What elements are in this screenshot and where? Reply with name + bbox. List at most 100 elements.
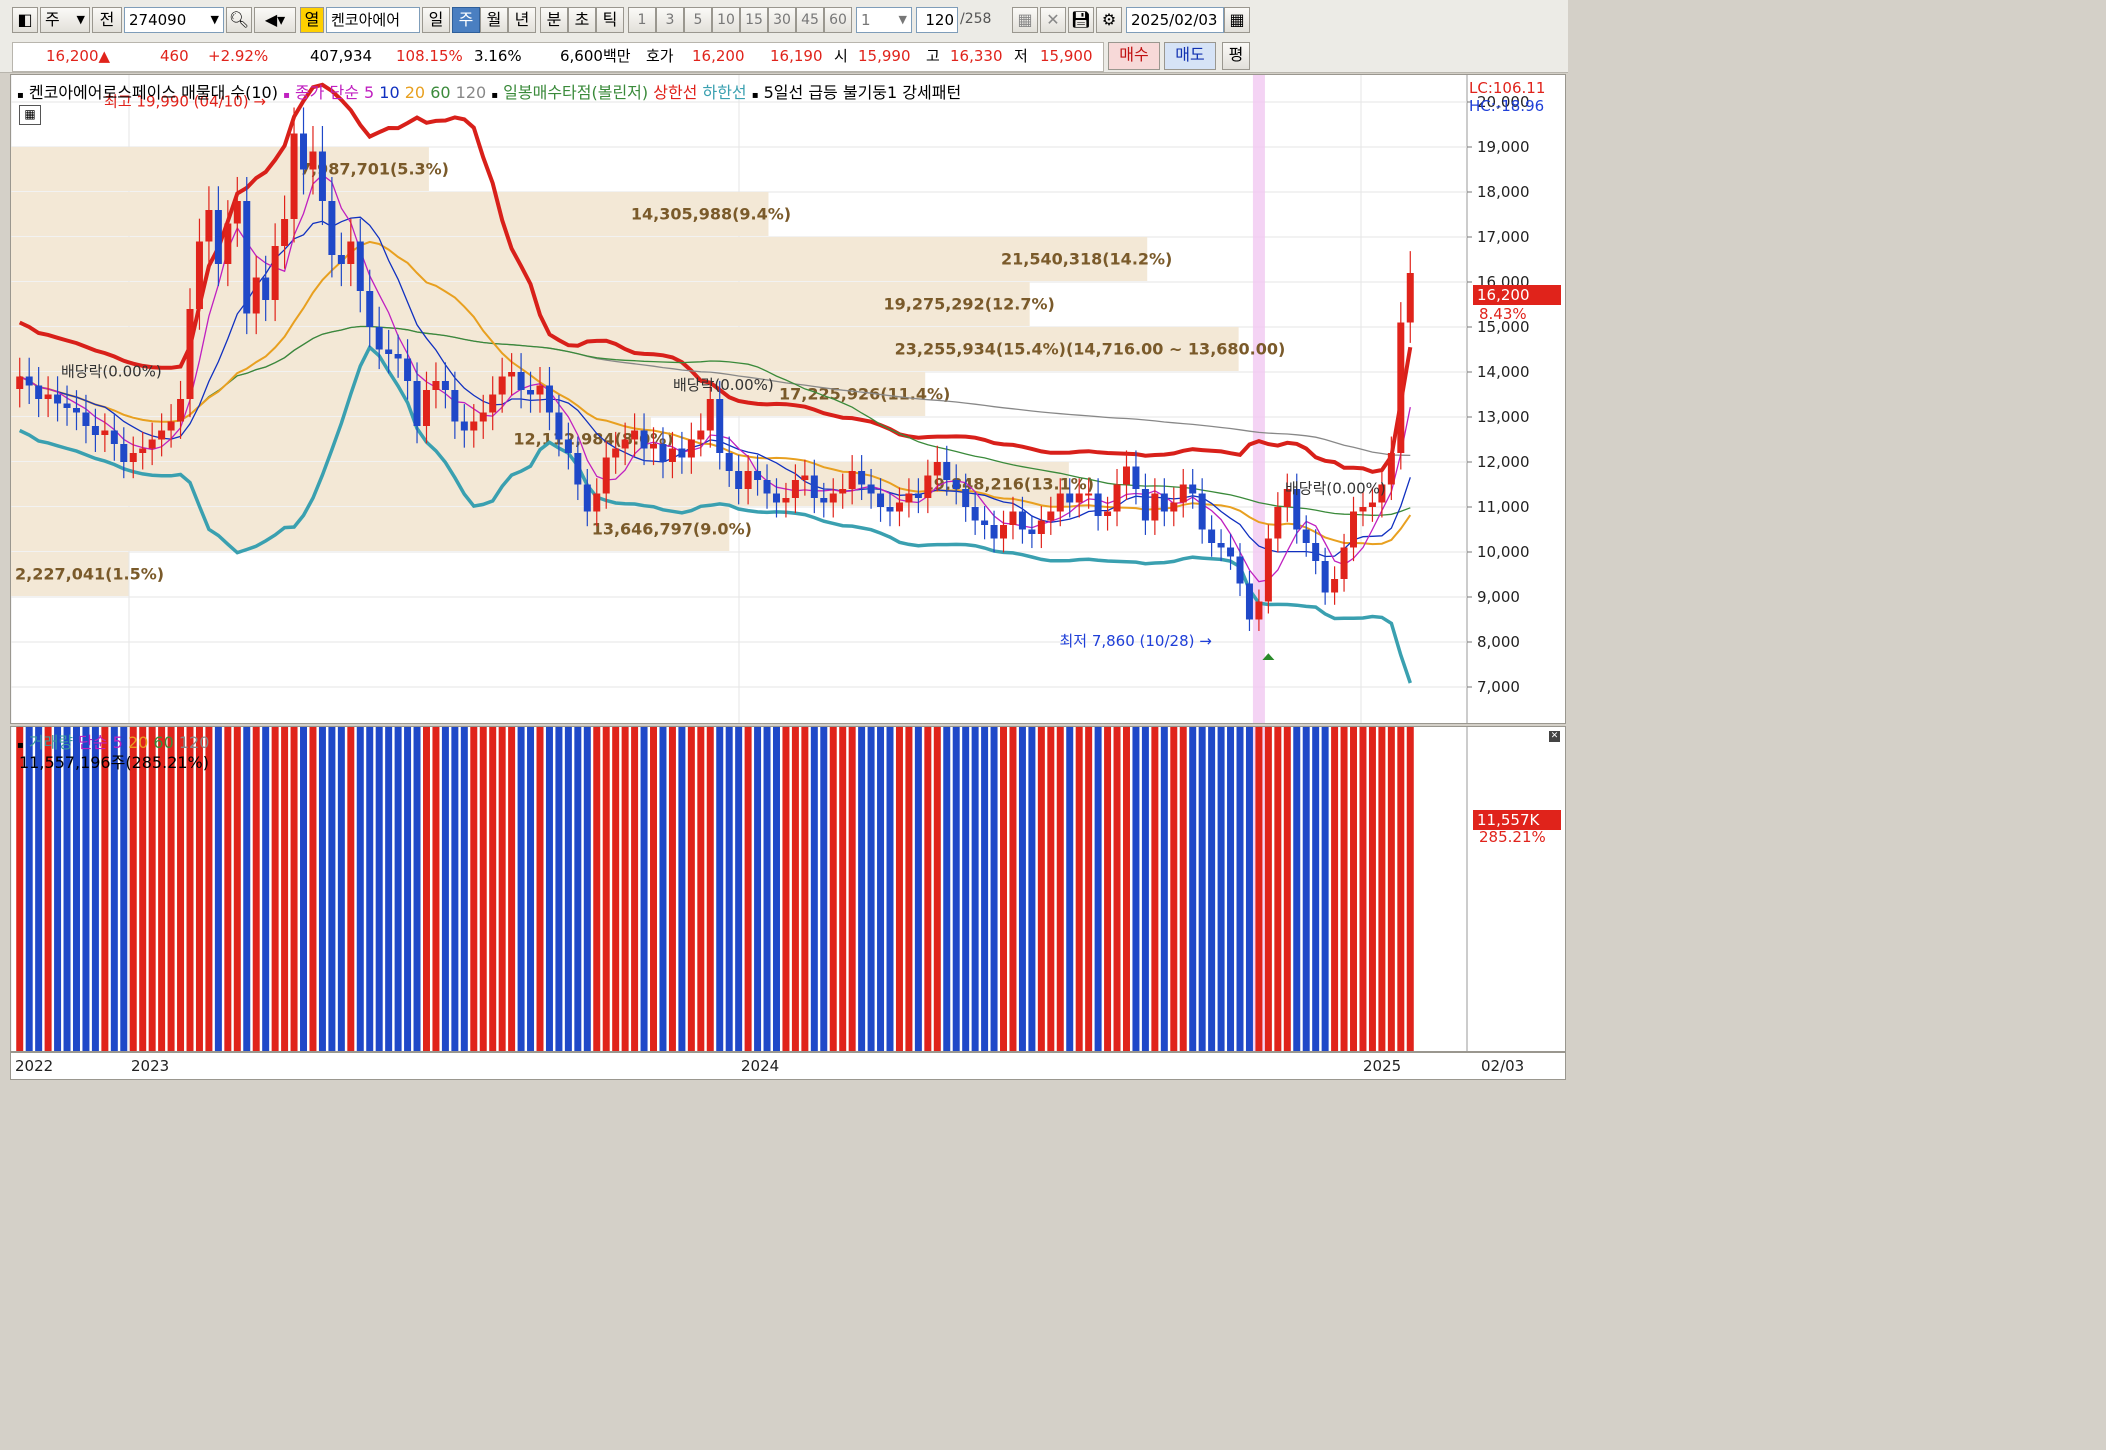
interval-10[interactable]: 10 <box>712 7 740 33</box>
volume-bar <box>1047 727 1055 1051</box>
interval-1[interactable]: 1 <box>628 7 656 33</box>
count-input[interactable]: 120 <box>916 7 958 33</box>
speaker-icon[interactable]: ◀▾ <box>254 7 296 33</box>
interval-60[interactable]: 60 <box>824 7 852 33</box>
volume-bar <box>139 727 147 1051</box>
volume-bar <box>309 727 317 1051</box>
volume-profile-bar <box>11 147 429 191</box>
cycle-toggle[interactable]: 열 <box>300 7 324 33</box>
open-price: 15,990 <box>858 47 911 65</box>
code-input[interactable]: 274090 ▼ <box>124 7 224 33</box>
crosshair-icon[interactable]: ✕ <box>1040 7 1066 33</box>
volume-bar <box>952 727 960 1051</box>
candle-body <box>763 480 771 494</box>
volume-bar <box>914 727 922 1051</box>
volume-chart-panel[interactable]: 15,000K12,500K10,000K7,500K5,000K2,500K … <box>10 726 1566 1052</box>
volume-bar <box>1000 727 1008 1051</box>
stock-name-field[interactable]: 켄코아에어 <box>326 7 420 33</box>
volume-bar <box>281 727 289 1051</box>
volume-bar <box>933 727 941 1051</box>
table-icon[interactable]: ▦ <box>19 105 41 125</box>
volume-bar <box>1189 727 1197 1051</box>
volume-bar <box>668 727 676 1051</box>
gear-icon[interactable]: ⚙ <box>1096 7 1122 33</box>
candle-body <box>517 372 525 390</box>
eval-button[interactable]: 평 <box>1222 42 1250 70</box>
grid-icon[interactable]: ▦ <box>1012 7 1038 33</box>
x-tick-2023: 2023 <box>131 1057 170 1075</box>
high-label: 고 <box>926 47 940 65</box>
legend-ma20: 20 <box>404 83 426 102</box>
candle-body <box>1302 529 1310 543</box>
volume-ratio: 108.15% <box>396 47 463 65</box>
candle-body <box>1217 543 1225 548</box>
volume-bar <box>195 727 203 1051</box>
period-week[interactable]: 주 <box>452 7 480 33</box>
save-icon[interactable]: 💾︎ <box>1068 7 1094 33</box>
volume-bar <box>422 727 430 1051</box>
volume-bar <box>1331 727 1339 1051</box>
calendar-icon[interactable]: ▦ <box>1224 7 1250 33</box>
volume-bar <box>697 727 705 1051</box>
price-chart-panel[interactable]: 20,000 19,000 18,000 17,000 16,000 15,000 14,0… <box>10 74 1566 724</box>
volume-bar <box>621 727 629 1051</box>
volume-bar <box>1406 727 1414 1051</box>
volume-bar <box>101 727 109 1051</box>
period-year[interactable]: 년 <box>508 7 536 33</box>
volume-bar <box>347 727 355 1051</box>
period-day[interactable]: 일 <box>422 7 450 33</box>
interval-45[interactable]: 45 <box>796 7 824 33</box>
code-value: 274090 <box>129 11 187 29</box>
candle-body <box>1245 583 1253 620</box>
volume-bar <box>1359 727 1367 1051</box>
price-chart[interactable]: 20,00019,00018,00017,00016,00015,00014,0… <box>11 75 1565 723</box>
ma60-line <box>19 325 1411 516</box>
candle-body <box>678 448 686 458</box>
period-tick[interactable]: 틱 <box>596 7 624 33</box>
volume-bar <box>224 727 232 1051</box>
interval-30[interactable]: 30 <box>768 7 796 33</box>
buy-button[interactable]: 매수 <box>1108 42 1160 70</box>
candle-body <box>772 493 780 503</box>
layout-icon[interactable]: ◧ <box>12 7 38 33</box>
candle-body <box>451 390 459 422</box>
volume-bar <box>252 727 260 1051</box>
volume-profile-bar <box>11 237 1148 281</box>
volume-bar <box>1028 727 1036 1051</box>
type-select[interactable]: 주 ▼ <box>40 7 90 33</box>
low-price: 15,900 <box>1040 47 1093 65</box>
period-second[interactable]: 초 <box>568 7 596 33</box>
unit-input[interactable]: 1 ▼ <box>856 7 912 33</box>
interval-5[interactable]: 5 <box>684 7 712 33</box>
volume-profile-label: 12,112,984(8.0%) <box>513 430 673 449</box>
period-minute[interactable]: 분 <box>540 7 568 33</box>
date-input[interactable]: 2025/02/03 <box>1126 7 1224 33</box>
search-icon[interactable]: 🔍︎ <box>226 7 252 33</box>
close-icon[interactable]: ✕ <box>1549 731 1560 742</box>
candle-body <box>735 471 743 489</box>
buy-signal-arrow <box>1262 653 1275 660</box>
candle-body <box>129 453 137 462</box>
interval-3[interactable]: 3 <box>656 7 684 33</box>
candle-body <box>545 385 553 413</box>
volume-bar <box>640 727 648 1051</box>
volume-bar <box>1009 727 1017 1051</box>
candle-body <box>1293 489 1301 530</box>
volume-bar <box>858 727 866 1051</box>
prev-button[interactable]: 전 <box>92 7 122 33</box>
sell-button[interactable]: 매도 <box>1164 42 1216 70</box>
volume-chart[interactable]: 15,000K12,500K10,000K7,500K5,000K2,500K <box>11 727 1565 1051</box>
period-month[interactable]: 월 <box>480 7 508 33</box>
volume-bar <box>72 727 80 1051</box>
volume-bar <box>1378 727 1386 1051</box>
trade-amount: 6,600백만 <box>560 47 631 65</box>
price-tick-label: 18,000 <box>1477 183 1530 201</box>
candle-body <box>962 489 970 507</box>
candle-body <box>1104 511 1112 516</box>
interval-15[interactable]: 15 <box>740 7 768 33</box>
candle-body <box>801 475 809 480</box>
current-price-tag: 16,200 <box>1473 285 1561 305</box>
volume-bar <box>110 727 118 1051</box>
volume-profile-bar <box>11 552 129 596</box>
volume-bar <box>1085 727 1093 1051</box>
